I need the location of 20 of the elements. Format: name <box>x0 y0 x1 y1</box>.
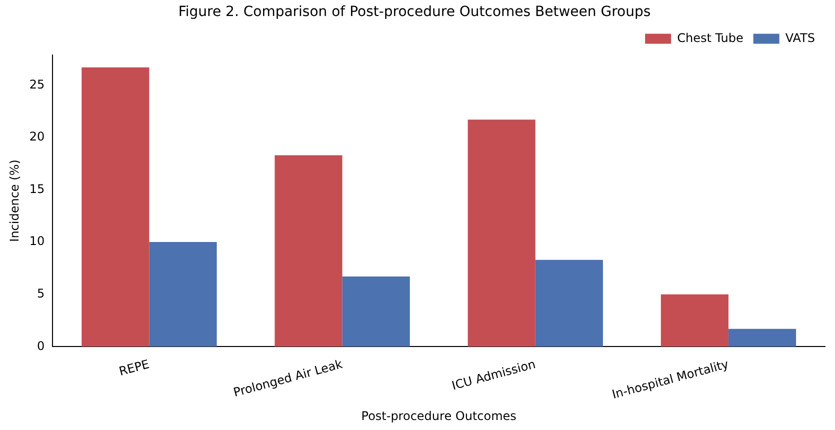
x-axis-title: Post-procedure Outcomes <box>361 408 516 423</box>
bar <box>149 242 217 347</box>
bar <box>82 67 150 347</box>
y-tick-label: 15 <box>29 182 45 196</box>
x-tick-label: REPE <box>117 356 151 378</box>
bar <box>728 328 796 347</box>
legend-label: Chest Tube <box>677 30 744 45</box>
bar <box>342 276 410 347</box>
y-tick-label: 0 <box>37 338 45 353</box>
y-tick-label: 20 <box>29 130 45 144</box>
legend-label: VATS <box>785 30 816 45</box>
y-tick-label: 25 <box>29 77 45 92</box>
y-axis-title: Incidence (%) <box>7 160 22 242</box>
bar <box>535 260 603 347</box>
bar <box>274 155 342 347</box>
bar <box>660 294 728 347</box>
bar <box>468 120 536 347</box>
y-tick-label: 10 <box>29 234 45 248</box>
y-tick-label: 5 <box>37 286 45 300</box>
chart-title: Figure 2. Comparison of Post-procedure Outcomes Between Groups <box>178 4 651 20</box>
